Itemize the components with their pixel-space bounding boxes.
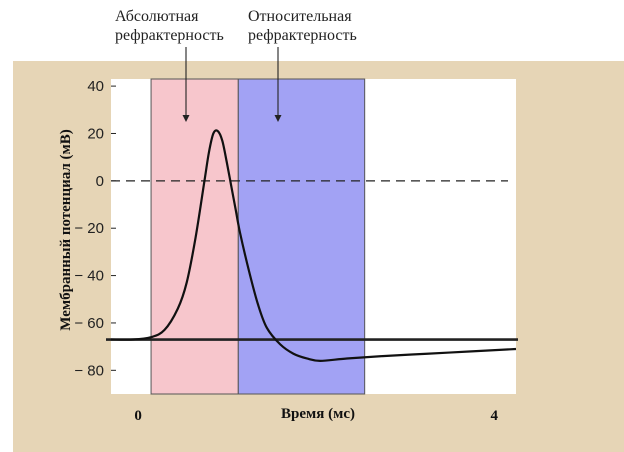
absolute-refractory-label-line2: рефрактерность [115, 27, 224, 44]
absolute-refractory-label-line1: Абсолютная [115, 8, 199, 25]
action-potential-curve [110, 129, 517, 362]
relative-refractory-label: Относительная рефрактерность [248, 7, 357, 45]
y-tick-label: − 40 [74, 268, 104, 285]
x-tick-label: 4 [490, 408, 498, 424]
absolute-refractory-arrow-head [182, 115, 190, 122]
absolute-refractory-label: Абсолютная рефрактерность [115, 7, 224, 45]
relative-refractory-region [237, 78, 366, 395]
x-tick-label: 0 [134, 408, 142, 424]
x-axis-label: Время (мс) [281, 406, 355, 422]
y-tick-label: 40 [87, 78, 104, 95]
y-tick-label: − 20 [74, 220, 104, 237]
y-axis-label: Мембранный потенциал (мВ) [58, 129, 74, 330]
y-tick-label: − 60 [74, 315, 104, 332]
relative-refractory-label-line2: рефрактерность [248, 27, 357, 44]
y-tick-label: − 80 [74, 362, 104, 379]
relative-refractory-label-line1: Относительная [248, 8, 352, 25]
y-tick-label: 0 [96, 173, 104, 190]
y-tick-label: 20 [87, 125, 104, 142]
relative-refractory-arrow-head [274, 115, 282, 122]
